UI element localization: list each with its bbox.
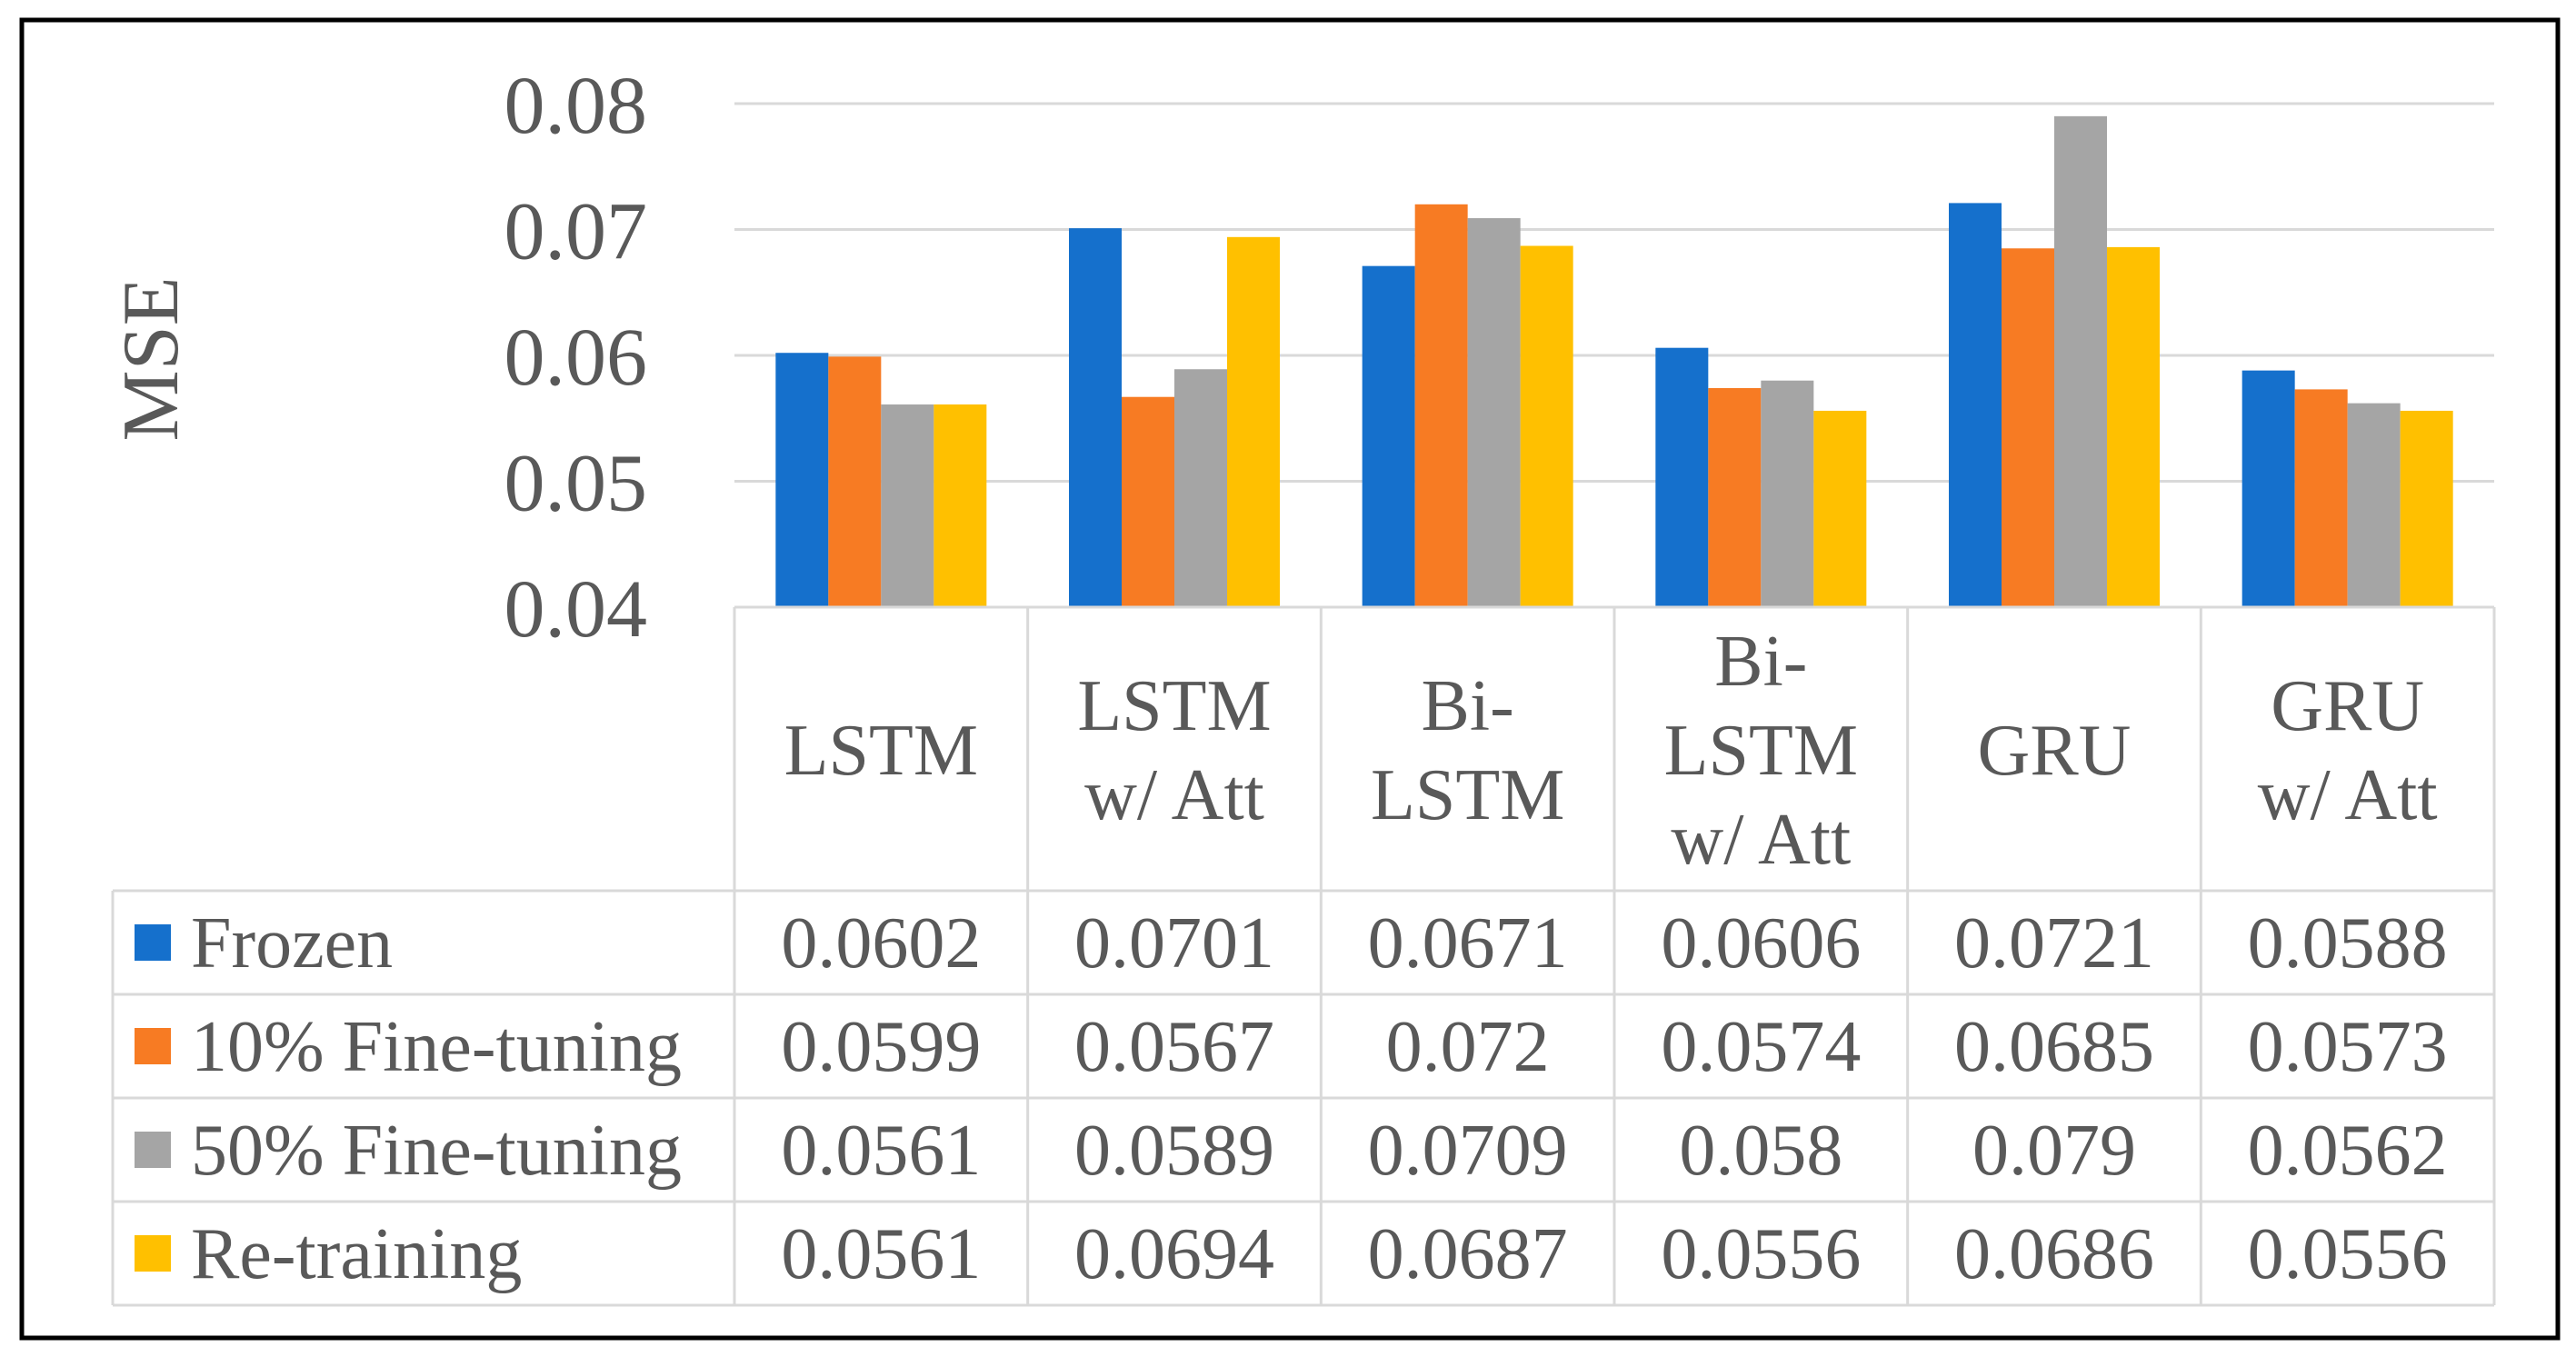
- bar-re-training-1: [934, 404, 987, 607]
- bars: [775, 115, 2453, 608]
- bar-10pct-fine-tuning-3: [1414, 204, 1468, 608]
- bar-10pct-fine-tuning-5: [2002, 248, 2054, 607]
- data-label: 0.0574: [1661, 1007, 1861, 1087]
- bar-frozen-6: [2242, 370, 2295, 607]
- category-label: w/ Att: [1084, 755, 1264, 835]
- bar-re-training-6: [2400, 410, 2453, 607]
- legend-label: 10% Fine-tuning: [191, 1007, 682, 1087]
- bar-frozen-3: [1362, 265, 1415, 607]
- legend-key-frozen: [135, 924, 171, 961]
- y-tick-label: 0.04: [504, 564, 648, 654]
- data-label: 0.079: [1972, 1111, 2136, 1191]
- bar-frozen-4: [1655, 347, 1709, 607]
- bar-50pct-fine-tuning-4: [1761, 380, 1814, 607]
- category-label: Bi-: [1422, 666, 1514, 746]
- data-label: 0.0709: [1368, 1111, 1568, 1191]
- data-label: 0.058: [1679, 1111, 1842, 1191]
- data-label: 0.0567: [1074, 1007, 1274, 1087]
- data-label: 0.0556: [1661, 1214, 1861, 1294]
- data-label: 0.0687: [1368, 1214, 1568, 1294]
- data-label: 0.0561: [781, 1214, 981, 1294]
- category-label: Bi-: [1714, 622, 1807, 702]
- y-tick-label: 0.05: [504, 439, 648, 529]
- y-axis-title: MSE: [107, 277, 195, 442]
- data-label: 0.0561: [781, 1111, 981, 1191]
- data-label: 0.0599: [781, 1007, 981, 1087]
- data-label: 0.0606: [1661, 903, 1861, 983]
- data-label: 0.0602: [781, 903, 981, 983]
- bar-10pct-fine-tuning-4: [1708, 388, 1762, 607]
- bar-10pct-fine-tuning-6: [2294, 389, 2348, 607]
- bar-re-training-3: [1520, 245, 1573, 607]
- bar-10pct-fine-tuning-1: [828, 356, 882, 607]
- data-label: 0.0556: [2248, 1214, 2448, 1294]
- category-label: GRU: [2271, 666, 2424, 746]
- bar-50pct-fine-tuning-3: [1467, 218, 1521, 607]
- outer-frame: [19, 17, 2561, 1341]
- legend-label: Frozen: [191, 903, 393, 983]
- category-label: GRU: [1978, 711, 2132, 791]
- y-axis-ticks: 0.04 0.05 0.06 0.07 0.08: [504, 61, 648, 654]
- bar-frozen-1: [775, 353, 829, 607]
- data-label: 0.0562: [2248, 1111, 2448, 1191]
- y-tick-label: 0.08: [504, 61, 648, 151]
- data-label: 0.0685: [1954, 1007, 2154, 1087]
- category-label: w/ Att: [1671, 800, 1851, 880]
- bar-50pct-fine-tuning-2: [1174, 369, 1227, 607]
- bar-10pct-fine-tuning-2: [1122, 396, 1174, 607]
- legend-label: Re-training: [191, 1214, 522, 1294]
- legend-key-re-training: [135, 1235, 171, 1272]
- category-label: LSTM: [1077, 666, 1271, 746]
- data-label: 0.0588: [2248, 903, 2448, 983]
- data-label: 0.0671: [1368, 903, 1568, 983]
- y-tick-label: 0.07: [504, 187, 648, 277]
- category-label: LSTM: [1371, 755, 1564, 835]
- data-label: 0.0701: [1074, 903, 1274, 983]
- data-label: 0.0694: [1074, 1214, 1274, 1294]
- data-table: LSTM LSTM w/ Att Bi- LSTM Bi- LSTM w/ Att GRU GRU…: [111, 605, 2496, 1307]
- data-label: 0.072: [1386, 1007, 1550, 1087]
- bar-50pct-fine-tuning-5: [2054, 115, 2107, 608]
- category-label: w/ Att: [2258, 755, 2438, 835]
- bar-re-training-2: [1227, 236, 1280, 607]
- bar-re-training-4: [1813, 410, 1867, 607]
- bar-50pct-fine-tuning-6: [2347, 403, 2401, 607]
- category-label: LSTM: [784, 711, 978, 791]
- bar-frozen-2: [1069, 228, 1122, 608]
- data-label: 0.0573: [2248, 1007, 2448, 1087]
- legend-key-50pct-fine-tuning: [135, 1132, 171, 1168]
- bar-frozen-5: [1949, 203, 2002, 608]
- data-label: 0.0721: [1954, 903, 2154, 983]
- y-tick-label: 0.06: [504, 313, 648, 403]
- data-label: 0.0686: [1954, 1214, 2154, 1294]
- bar-re-training-5: [2107, 246, 2160, 607]
- data-label: 0.0589: [1074, 1111, 1274, 1191]
- bar-50pct-fine-tuning-1: [881, 404, 934, 607]
- legend-label: 50% Fine-tuning: [191, 1111, 682, 1191]
- legend-key-10pct-fine-tuning: [135, 1028, 171, 1064]
- category-label: LSTM: [1664, 711, 1858, 791]
- gridlines: [734, 102, 2494, 483]
